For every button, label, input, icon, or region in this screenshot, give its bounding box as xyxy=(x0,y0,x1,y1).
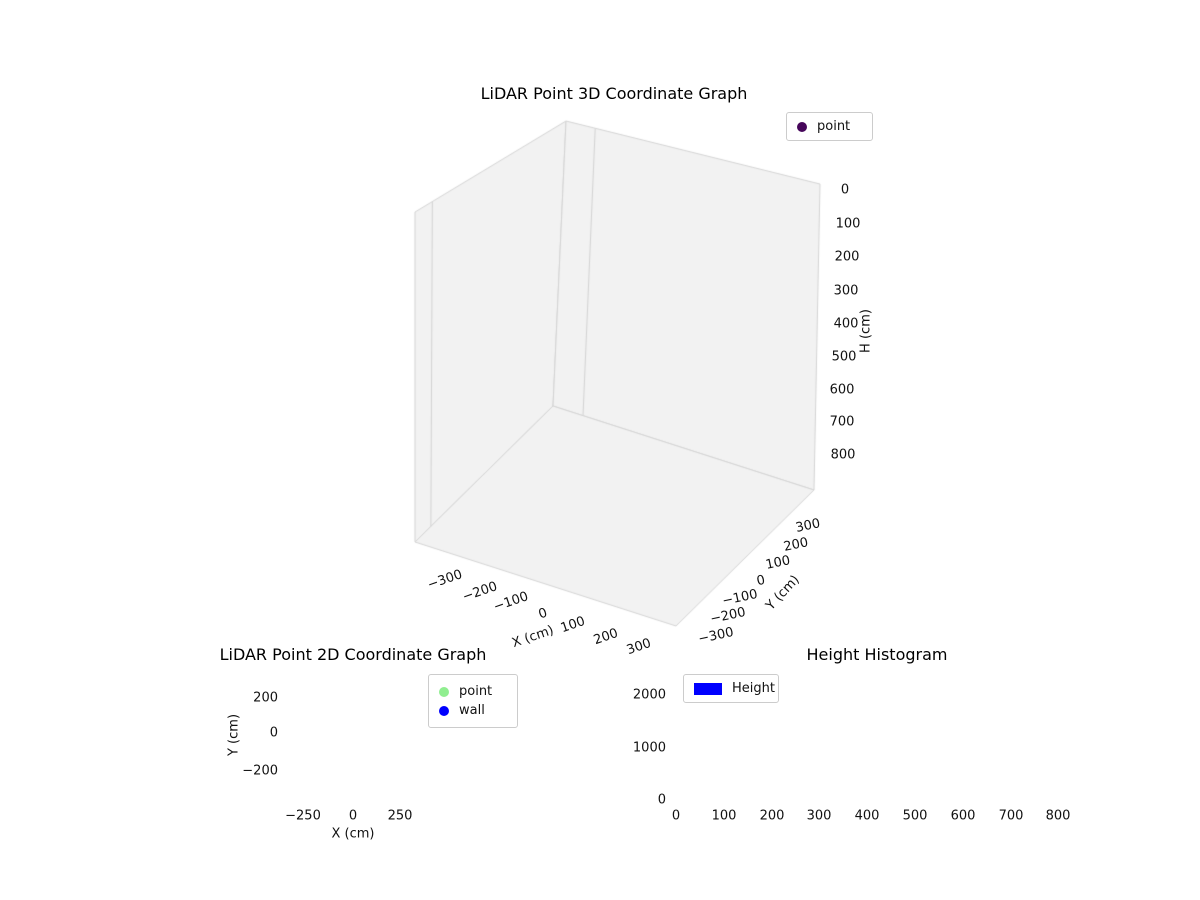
plot2d-y-tick: 0 xyxy=(269,725,278,741)
plot3d-z-tick: 200 xyxy=(834,249,860,265)
hist-y-tick: 0 xyxy=(657,792,666,808)
plot3d-z-tick: 800 xyxy=(830,447,856,463)
plot2d-legend-wall-label: wall xyxy=(459,703,485,718)
plot3d-z-tick: 300 xyxy=(833,283,859,299)
plot3d-z-tick: 400 xyxy=(833,316,859,332)
hist-x-tick: 500 xyxy=(902,808,928,824)
hist-legend: Height xyxy=(683,674,779,703)
hist-x-tick: 700 xyxy=(998,808,1024,824)
hist-y-tick: 2000 xyxy=(632,687,666,703)
hist-title: Height Histogram xyxy=(806,645,948,664)
point-marker-icon xyxy=(439,686,449,697)
plot2d-y-axis-label: Y (cm) xyxy=(226,713,242,757)
plot3d-legend: point xyxy=(786,112,873,141)
plot2d-legend: point wall xyxy=(428,674,518,728)
plot2d-y-tick: −200 xyxy=(242,763,278,779)
hist-x-tick: 0 xyxy=(671,808,681,824)
plot3d-z-tick: 0 xyxy=(840,182,850,198)
point-marker-icon xyxy=(797,121,807,132)
wall-marker-icon xyxy=(439,705,449,716)
plot3d-title: LiDAR Point 3D Coordinate Graph xyxy=(480,84,748,103)
plot3d-z-axis-label: H (cm) xyxy=(858,309,874,353)
hist-y-tick: 1000 xyxy=(632,740,666,756)
hist-x-tick: 100 xyxy=(711,808,737,824)
plot3d-z-tick: 700 xyxy=(829,414,855,430)
hist-x-tick: 600 xyxy=(950,808,976,824)
hist-legend-label: Height xyxy=(732,681,775,696)
hist-x-tick: 300 xyxy=(806,808,832,824)
plot2d-x-axis-label: X (cm) xyxy=(331,826,375,842)
plot3d-z-tick: 500 xyxy=(831,349,857,365)
hist-x-tick: 200 xyxy=(759,808,785,824)
height-swatch-icon xyxy=(694,682,722,695)
plot3d-z-tick: 600 xyxy=(829,382,855,398)
plot2d-x-tick: 250 xyxy=(387,808,413,824)
plot3d-legend-label: point xyxy=(817,119,851,134)
plot3d-z-tick: 100 xyxy=(835,216,861,232)
hist-x-tick: 800 xyxy=(1045,808,1071,824)
plot2d-x-tick: −250 xyxy=(285,808,321,824)
plot2d-legend-point-label: point xyxy=(459,684,493,699)
hist-x-tick: 400 xyxy=(854,808,880,824)
plot2d-title: LiDAR Point 2D Coordinate Graph xyxy=(219,645,487,664)
plot2d-x-tick: 0 xyxy=(348,808,358,824)
plot2d-y-tick: 200 xyxy=(253,690,278,706)
